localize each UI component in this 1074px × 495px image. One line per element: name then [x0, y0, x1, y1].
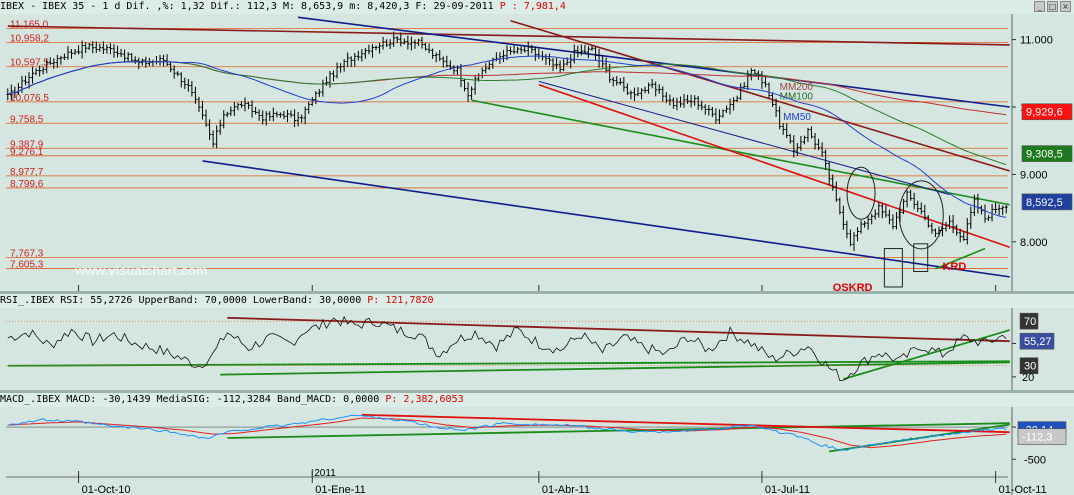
maximize-button[interactable]: □ [1047, 1, 1058, 12]
rsi-band-badge-70: 70 [1024, 316, 1036, 328]
green-trend-line [471, 99, 1010, 206]
price-badge-red-box [1021, 103, 1073, 121]
panel-separator [0, 390, 1074, 393]
price-panel: IBEX - IBEX 35 - 1 d Dif. ,%: 1,32 Dif.:… [0, 0, 1074, 291]
minimize-button[interactable]: _ [1034, 1, 1045, 12]
mm50-label: MM50 [783, 112, 811, 123]
level-label: 7,767,3 [10, 249, 44, 260]
watermark: www.visualchart.com [74, 263, 207, 278]
macd-y-tick-label: -500 [1024, 454, 1046, 466]
price-badge-blue-box [1021, 193, 1073, 211]
level-label: 10,958,2 [10, 33, 49, 44]
green-support-line [935, 247, 986, 270]
macd-header-text: MACD_.IBEX MACD: -30,1439 MediaSIG: -112… [0, 394, 380, 405]
price-chart: 11,165,0 10,958,2 10,597,5 10,076,5 9,758,5 9… [6, 14, 1073, 291]
blue-channel-top [298, 16, 1010, 108]
rsi-resistance-line [227, 316, 1010, 343]
price-header: IBEX - IBEX 35 - 1 d Dif. ,%: 1,32 Dif.:… [0, 0, 1074, 14]
rsi-rising-line [843, 329, 1011, 380]
rsi-header-p-value: 121,7820 [385, 295, 434, 306]
pattern-circle [846, 166, 876, 220]
macd-signal-badge-box [1017, 428, 1067, 446]
macd-signal-badge: -112,3 [1022, 432, 1052, 444]
rsi-support-line-2 [220, 361, 1010, 376]
macd-panel: MACD_.IBEX MACD: -30,1439 MediaSIG: -112… [0, 393, 1074, 495]
pattern-circle [898, 180, 944, 250]
price-header-p-value: 7,981,4 [523, 1, 566, 12]
rsi-panel: RSI_.IBEX RSI: 55,2726 UpperBand: 70,000… [0, 294, 1074, 390]
rsi-value-badge: 55,27 [1024, 336, 1052, 348]
rsi-header-p-label: P: [367, 295, 380, 306]
macd-line [7, 414, 1007, 451]
oskrd-label: OSKRD [833, 282, 873, 291]
level-label: 10,597,5 [10, 58, 49, 69]
time-axis-label: 01-Oct-10 [82, 484, 131, 495]
red-trend-line [538, 83, 1011, 248]
rsi-band-badge-70-box [1019, 312, 1039, 330]
resistance-line-top [7, 25, 1010, 46]
rsi-value-badge-box [1019, 332, 1055, 350]
mm100-label: MM100 [780, 92, 814, 103]
macd-signal-line [7, 417, 1007, 449]
level-label: 10,076,5 [10, 93, 49, 104]
price-header-text: IBEX - IBEX 35 - 1 d Dif. ,%: 1,32 Dif.:… [0, 1, 494, 12]
rsi-header-text: RSI_.IBEX RSI: 55,2726 UpperBand: 70,000… [0, 295, 362, 306]
price-y-tick-label: 11.000 [1020, 35, 1053, 47]
level-label: 11,165,0 [10, 19, 49, 30]
mm200-label: MM200 [780, 82, 814, 93]
level-label: 9,758,5 [10, 114, 44, 125]
macd-resistance-line [361, 413, 1010, 434]
blue-channel-bottom [202, 160, 1010, 278]
time-axis-label: 01-Oct-11 [999, 484, 1047, 495]
level-label: 8,799,6 [10, 179, 44, 190]
macd-chart: 0-500-30,14-112,301-Oct-1001-Ene-1101-Ab… [6, 407, 1067, 495]
level-label: 9,387,9 [10, 139, 44, 150]
macd-header-p-value: 2,382,6053 [403, 394, 464, 405]
price-badge-green-box [1021, 145, 1073, 162]
rsi-band-badge-30: 30 [1024, 361, 1036, 373]
price-y-tick-label: 9.000 [1020, 169, 1048, 181]
price-badge-red: 9,929,6 [1026, 107, 1063, 119]
oskrd-box [883, 248, 903, 288]
rsi-y-tick-label: 20 [1022, 372, 1034, 384]
price-header-p-label: P : [499, 1, 518, 12]
macd-header: MACD_.IBEX MACD: -30,1439 MediaSIG: -112… [0, 393, 1074, 407]
mm100-line [7, 61, 1007, 166]
rsi-support-line [7, 360, 1010, 367]
krd-label: KRD [942, 261, 966, 273]
krd-box [913, 243, 929, 272]
price-badge-green: 9,308,5 [1026, 149, 1063, 161]
price-y-tick-label: 8.000 [1020, 237, 1048, 249]
rsi-band-badge-30-box [1019, 357, 1039, 375]
panel-separator [0, 291, 1074, 294]
macd-header-p-label: P: [385, 394, 398, 405]
price-badge-blue: 8,592,5 [1026, 197, 1063, 209]
level-label: 9,276,1 [10, 147, 44, 158]
level-label: 7,605,3 [10, 259, 44, 270]
rsi-line [7, 315, 1007, 382]
rsi-header: RSI_.IBEX RSI: 55,2726 UpperBand: 70,000… [0, 294, 1074, 308]
mm50-line [7, 55, 1007, 218]
time-axis-label: 01-Ene-11 [315, 484, 366, 495]
year-marker: 2011 [314, 468, 336, 479]
close-button[interactable]: × [1060, 1, 1071, 12]
blue-thin-line [538, 80, 950, 196]
time-axis-label: 01-Abr-11 [542, 484, 590, 495]
level-label: 8,977,7 [10, 167, 44, 178]
rsi-chart: 7050302055,27 [6, 308, 1055, 390]
darkred-trend-line [510, 19, 1011, 172]
time-axis-label: 01-Jul-11 [765, 484, 810, 495]
